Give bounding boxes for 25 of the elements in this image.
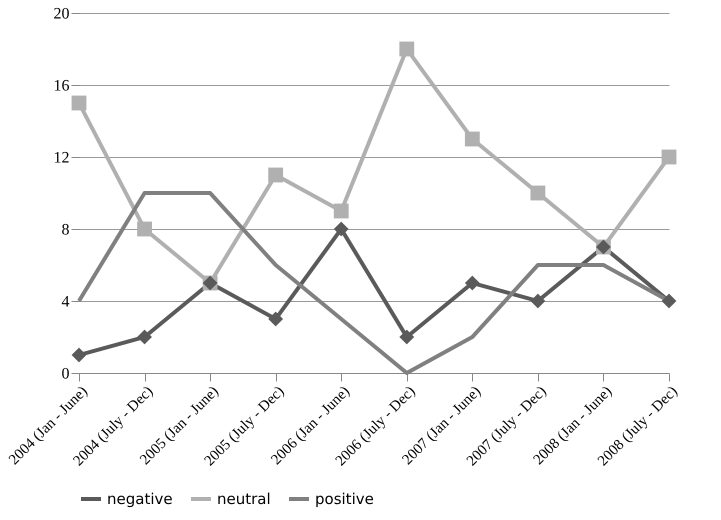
legend-label: neutral — [217, 490, 271, 508]
legend-label: positive — [315, 490, 374, 508]
point — [334, 204, 349, 218]
point — [334, 222, 349, 236]
point — [72, 348, 86, 362]
point — [72, 96, 86, 110]
point — [137, 222, 152, 236]
point — [464, 276, 480, 290]
point — [464, 132, 480, 146]
y-tick-label: 16 — [54, 78, 70, 94]
point — [268, 312, 284, 326]
point — [268, 168, 284, 182]
point — [530, 186, 546, 200]
y-tick-label: 0 — [62, 366, 70, 382]
point — [530, 294, 546, 308]
y-tick-label: 12 — [54, 150, 70, 166]
y-tick-label: 4 — [62, 294, 70, 310]
point — [399, 330, 414, 344]
point — [137, 330, 152, 344]
y-tick-label: 8 — [62, 222, 70, 238]
point — [662, 150, 676, 164]
point — [399, 42, 414, 56]
point — [662, 294, 676, 308]
y-tick-label: 20 — [54, 6, 70, 22]
legend-label: negative — [107, 490, 173, 508]
